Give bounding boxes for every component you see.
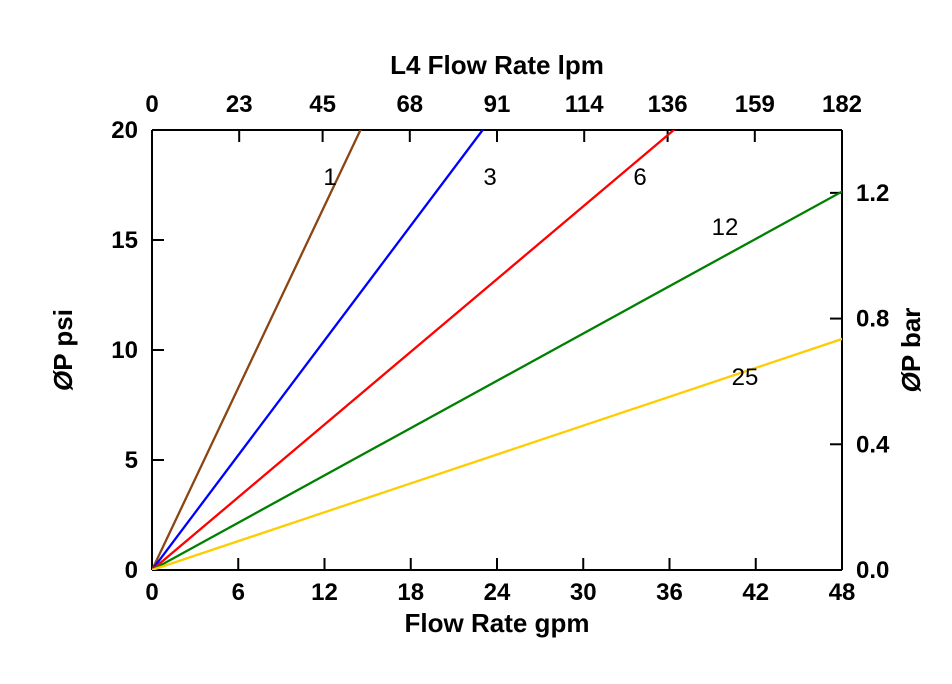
x-bottom-tick-label: 42 (742, 579, 769, 606)
x-bottom-axis-title: Flow Rate gpm (405, 608, 590, 638)
plot-area (152, 130, 842, 570)
x-top-tick-label: 45 (309, 91, 336, 118)
x-top-axis-title: L4 Flow Rate lpm (390, 50, 604, 80)
series-label-25: 25 (732, 364, 759, 391)
y-left-tick-label: 10 (111, 337, 138, 364)
chart: 0612182430364248Flow Rate gpm02345689111… (0, 0, 952, 684)
x-bottom-tick-label: 24 (484, 579, 511, 606)
x-top-tick-label: 23 (226, 91, 253, 118)
x-bottom-tick-label: 6 (232, 579, 245, 606)
y-right-tick-label: 0.8 (856, 306, 889, 333)
y-left-tick-label: 20 (111, 117, 138, 144)
series-label-6: 6 (633, 164, 646, 191)
x-top-tick-label: 114 (565, 91, 604, 118)
y-right-tick-label: 1.2 (856, 180, 889, 207)
x-bottom-tick-label: 30 (570, 579, 597, 606)
x-bottom-tick-label: 48 (829, 579, 856, 606)
y-left-tick-label: 15 (111, 227, 138, 254)
y-right-tick-label: 0.4 (856, 431, 890, 458)
series-label-3: 3 (483, 164, 496, 191)
x-bottom-tick-label: 0 (145, 579, 158, 606)
x-bottom-tick-label: 18 (397, 579, 424, 606)
x-bottom-tick-label: 12 (311, 579, 338, 606)
y-right-axis-title: ØP bar (896, 308, 926, 393)
y-left-tick-label: 0 (125, 557, 138, 584)
y-left-axis-title: ØP psi (48, 309, 78, 391)
x-top-tick-label: 0 (145, 91, 158, 118)
y-left-tick-label: 5 (125, 447, 138, 474)
x-top-tick-label: 159 (735, 91, 775, 118)
series-line-1 (152, 130, 360, 570)
x-bottom-tick-label: 36 (656, 579, 683, 606)
y-right-tick-label: 0.0 (856, 557, 889, 584)
x-top-tick-label: 91 (484, 91, 511, 118)
x-top-tick-label: 182 (822, 91, 862, 118)
series-label-1: 1 (323, 164, 336, 191)
series-label-12: 12 (712, 214, 739, 241)
x-top-tick-label: 68 (396, 91, 423, 118)
series-line-6 (152, 130, 674, 570)
series-line-3 (152, 130, 483, 570)
x-top-tick-label: 136 (648, 91, 688, 118)
